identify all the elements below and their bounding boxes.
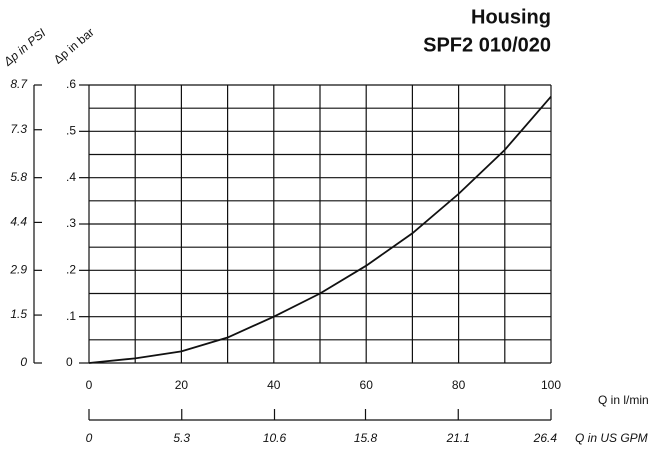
x-axis-label: Q in l/min — [598, 393, 649, 407]
x-tick-label: 40 — [267, 378, 281, 392]
chart-title: Housing — [471, 6, 551, 28]
y2-tick-label: 0 — [20, 355, 27, 369]
y2-tick-label: 8.7 — [10, 77, 28, 91]
y2-axis-label: Δp in PSI — [0, 25, 49, 69]
x2-tick-label: 10.6 — [263, 431, 287, 445]
x2-tick-label: 0 — [86, 431, 93, 445]
x-tick-label: 60 — [360, 378, 374, 392]
y2-tick-label: 1.5 — [10, 307, 27, 321]
x-tick-label: 100 — [541, 378, 561, 392]
y2-tick-label: 2.9 — [9, 263, 27, 277]
y-tick-label: .5 — [66, 124, 76, 138]
y2-tick-label: 7.3 — [10, 122, 27, 136]
y2-tick-label: 5.8 — [10, 170, 27, 184]
x2-tick-label: 15.8 — [354, 431, 378, 445]
y-tick-label: .4 — [66, 170, 76, 184]
x-tick-label: 20 — [175, 378, 189, 392]
y-axis-label: Δp in bar — [51, 25, 97, 67]
x2-axis-label: Q in US GPM — [575, 431, 648, 445]
x-tick-label: 80 — [452, 378, 466, 392]
y-tick-label: .1 — [66, 309, 76, 323]
x2-tick-label: 5.3 — [173, 431, 190, 445]
y-tick-label: 0 — [66, 355, 73, 369]
y-tick-label: .6 — [66, 77, 76, 91]
x2-tick-label: 26.4 — [533, 431, 558, 445]
chart-subtitle: SPF2 010/020 — [423, 34, 551, 56]
y-tick-label: .2 — [66, 263, 76, 277]
y2-tick-label: 4.4 — [10, 215, 27, 229]
x-tick-label: 0 — [86, 378, 93, 392]
x2-tick-label: 21.1 — [446, 431, 470, 445]
y-tick-label: .3 — [66, 216, 76, 230]
curve — [88, 95, 552, 364]
